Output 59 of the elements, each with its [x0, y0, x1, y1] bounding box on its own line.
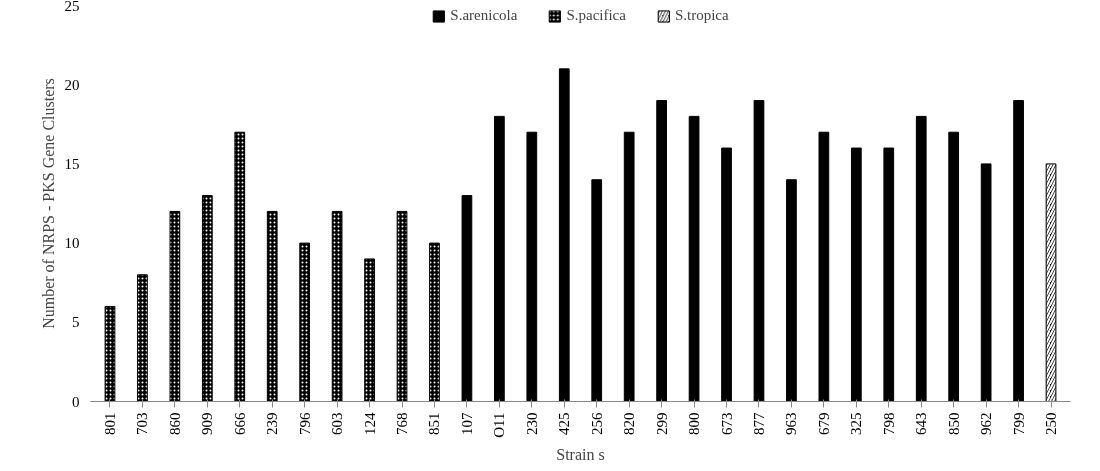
bar [818, 131, 830, 402]
x-tick-label: 325 [848, 412, 865, 435]
y-axis-title: Number of NRPS - PKS Gene Clusters [39, 78, 57, 329]
bar [558, 68, 570, 402]
bar [753, 100, 765, 402]
bar [656, 100, 667, 402]
bar [461, 195, 473, 402]
x-tick-label: 796 [296, 412, 313, 435]
x-tick-label: 820 [621, 412, 638, 435]
x-axis-title: Strain s [556, 445, 605, 463]
x-tick-label: 801 [101, 412, 118, 435]
bar [1013, 100, 1024, 402]
legend-label: S.arenicola [450, 7, 518, 24]
x-tick-label: 962 [978, 412, 995, 435]
bar [526, 131, 538, 402]
legend-label: S.tropica [674, 7, 729, 24]
x-tick-label: 703 [134, 412, 151, 435]
y-tick-label: 15 [64, 155, 80, 172]
legend-label: S.pacifica [566, 7, 626, 24]
y-tick-label: 0 [72, 393, 80, 410]
x-tick-label: 768 [394, 412, 411, 435]
x-tick-label: 800 [686, 412, 703, 435]
bar [786, 179, 797, 402]
bar [883, 147, 895, 402]
x-tick-label: 230 [523, 412, 540, 435]
bar [494, 115, 505, 402]
x-tick-label: 250 [1043, 412, 1060, 435]
y-tick-label: 5 [72, 314, 80, 331]
x-tick-label: 673 [718, 412, 735, 435]
x-tick-label: 909 [199, 412, 216, 435]
bar [688, 115, 700, 402]
bar [948, 131, 960, 402]
x-tick-label: 963 [783, 412, 800, 435]
x-tick-label: 425 [556, 412, 573, 435]
x-tick-label: 107 [458, 412, 475, 435]
bar [591, 179, 603, 402]
bar [721, 147, 732, 402]
x-tick-label: 299 [653, 412, 670, 435]
x-tick-label: 850 [945, 412, 962, 435]
y-tick-label: 25 [64, 0, 80, 14]
x-tick-label: 851 [426, 412, 443, 435]
bar [623, 131, 635, 402]
y-tick-label: 20 [64, 76, 80, 93]
x-tick-label: 798 [880, 412, 897, 435]
x-tick-label: O11 [491, 412, 508, 438]
bar [915, 115, 927, 402]
x-tick-label: 679 [815, 412, 832, 435]
bar [980, 163, 992, 402]
bar [850, 147, 862, 402]
x-tick-label: 256 [588, 412, 605, 435]
x-tick-label: 666 [231, 412, 248, 435]
x-tick-label: 603 [329, 412, 346, 435]
x-tick-label: 860 [166, 412, 183, 435]
x-tick-label: 643 [913, 412, 930, 435]
x-tick-label: 124 [361, 412, 378, 435]
x-tick-label: 799 [1010, 412, 1027, 435]
y-tick-label: 10 [64, 235, 80, 252]
x-tick-label: 877 [750, 412, 767, 435]
x-tick-label: 239 [264, 412, 281, 435]
